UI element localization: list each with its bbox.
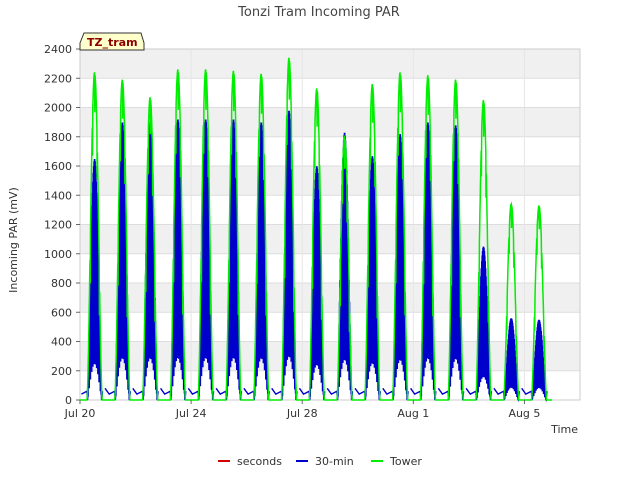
y-tick-label: 1600 <box>44 160 72 173</box>
x-tick-label: Aug 1 <box>397 407 429 420</box>
series-30-min-day <box>382 134 409 401</box>
y-tick-label: 0 <box>65 394 72 407</box>
series-30-min-day <box>187 119 215 401</box>
x-tick-label: Jul 28 <box>286 407 318 420</box>
series-tower-day <box>80 72 108 401</box>
series-tower-day <box>135 97 164 401</box>
y-tick-label: 1800 <box>44 131 72 144</box>
series-30-min-day <box>215 119 243 401</box>
series-30-min-day <box>160 119 187 401</box>
site-tag-label: TZ_tram <box>87 36 138 49</box>
plot-background-bands <box>80 49 580 371</box>
legend-label-30-min: 30-min <box>315 455 354 468</box>
legend: seconds 30-min Tower <box>218 455 422 468</box>
series-tower-day <box>274 57 303 401</box>
series-30-min-day <box>437 125 465 401</box>
series-30-min-day <box>326 132 354 401</box>
series-30-min <box>81 110 548 403</box>
series-tower-day <box>107 79 136 401</box>
y-tick-label: 2200 <box>44 72 72 85</box>
series-tower <box>80 57 553 401</box>
series-30-min-day <box>243 122 270 401</box>
series-30-min-day <box>410 122 437 401</box>
background-band <box>80 283 580 313</box>
x-axis-ticks: Jul 20 Jul 24 Jul 28 Aug 1 Aug 5 <box>64 400 540 420</box>
y-axis-ticks: 0 200 400 600 800 1000 1200 1400 1600 1800 2000 220… <box>44 43 80 407</box>
series-tower-day <box>524 205 553 401</box>
background-band <box>80 49 580 79</box>
y-tick-label: 2400 <box>44 43 72 56</box>
series-tower-day <box>496 201 525 401</box>
series-30-min-day <box>521 319 548 403</box>
y-tick-label: 1200 <box>44 219 72 232</box>
x-tick-label: Aug 5 <box>508 407 540 420</box>
chart-title: Tonzi Tram Incoming PAR <box>237 5 400 20</box>
series-tower-day <box>468 99 497 401</box>
background-band <box>80 341 580 371</box>
background-band <box>80 166 580 196</box>
series-30-min-day <box>465 246 493 401</box>
series-30-min-day <box>271 110 298 401</box>
series-30-min-day <box>354 156 381 401</box>
y-tick-label: 2000 <box>44 102 72 115</box>
y-tick-label: 800 <box>51 277 72 290</box>
series-layer <box>80 57 553 403</box>
legend-label-seconds: seconds <box>237 455 282 468</box>
series-tower-day <box>218 70 247 401</box>
series-tower-day <box>302 88 330 401</box>
y-tick-label: 1400 <box>44 189 72 202</box>
y-tick-label: 600 <box>51 306 72 319</box>
y-tick-label: 200 <box>51 365 72 378</box>
series-tower-day <box>191 69 219 401</box>
y-axis-label: Incoming PAR (mV) <box>7 187 20 293</box>
series-tower-day <box>246 73 275 401</box>
x-tick-label: Jul 20 <box>64 407 96 420</box>
legend-label-tower: Tower <box>389 455 422 468</box>
series-30-min-day <box>493 318 520 403</box>
series-tower-day <box>441 79 469 401</box>
site-tag-box <box>79 32 145 51</box>
y-tick-label: 400 <box>51 336 72 349</box>
series-tower-day <box>163 69 192 401</box>
series-30-min-day <box>298 166 326 401</box>
x-axis-label: Time <box>550 423 578 436</box>
series-tower-day <box>385 72 414 401</box>
y-tick-label: 1000 <box>44 248 72 261</box>
series-tower-day <box>413 75 442 401</box>
x-tick-label: Jul 24 <box>175 407 207 420</box>
background-band <box>80 107 580 137</box>
background-band <box>80 224 580 254</box>
series-tower-day <box>330 134 358 401</box>
series-30-min-day <box>104 122 131 401</box>
series-tower-day <box>357 83 386 401</box>
site-tag: TZ_tram <box>79 32 145 51</box>
